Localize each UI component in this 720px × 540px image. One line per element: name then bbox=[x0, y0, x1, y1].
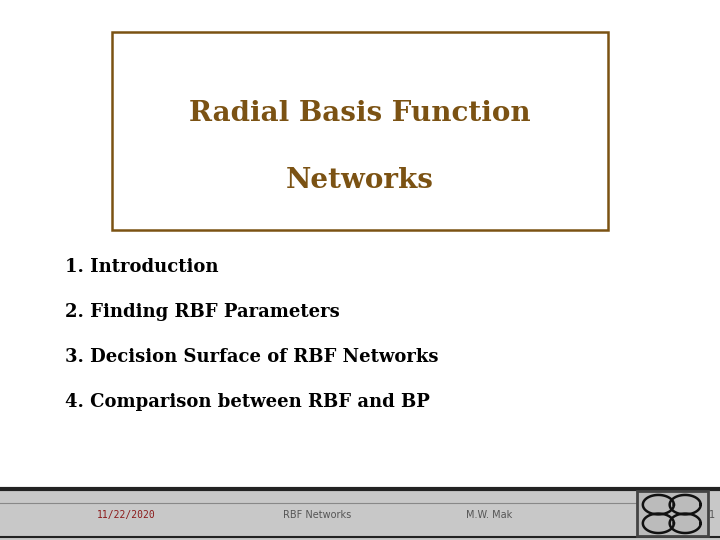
Text: 2. Finding RBF Parameters: 2. Finding RBF Parameters bbox=[65, 303, 340, 321]
Text: RBF Networks: RBF Networks bbox=[283, 510, 351, 519]
Text: 3. Decision Surface of RBF Networks: 3. Decision Surface of RBF Networks bbox=[65, 348, 438, 366]
Text: Networks: Networks bbox=[286, 167, 434, 194]
Text: Radial Basis Function: Radial Basis Function bbox=[189, 100, 531, 127]
Text: M.W. Mak: M.W. Mak bbox=[467, 510, 513, 519]
Bar bbox=[0, 489, 720, 540]
Text: 11/22/2020: 11/22/2020 bbox=[96, 510, 156, 519]
Text: 1. Introduction: 1. Introduction bbox=[65, 258, 218, 276]
Text: 4. Comparison between RBF and BP: 4. Comparison between RBF and BP bbox=[65, 393, 430, 411]
Bar bbox=[637, 491, 708, 536]
Text: 1: 1 bbox=[708, 510, 715, 519]
Bar bbox=[112, 32, 608, 230]
